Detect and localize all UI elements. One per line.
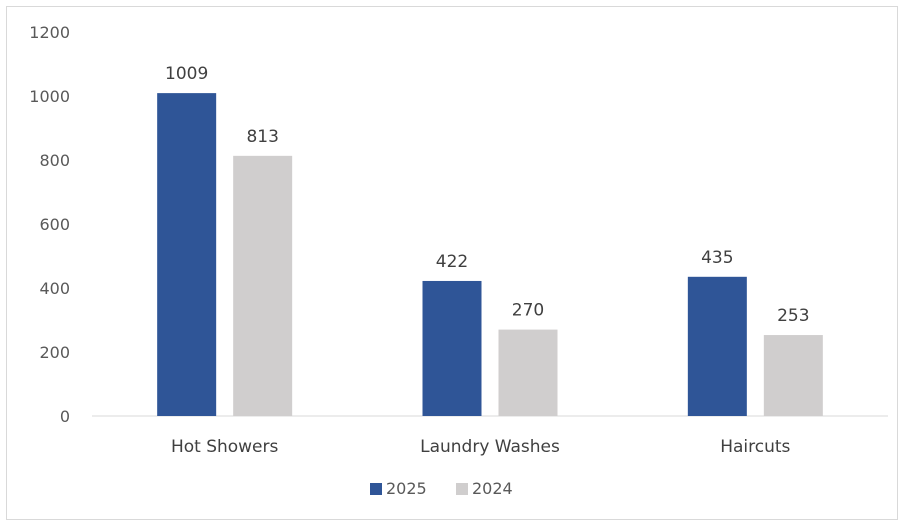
bar: [763, 335, 823, 416]
y-tick-label: 800: [39, 151, 70, 170]
bar: [233, 155, 293, 416]
data-label: 1009: [165, 64, 208, 84]
y-tick-label: 1000: [29, 87, 70, 106]
legend-swatch: [456, 483, 468, 495]
bar: [498, 329, 558, 416]
bar: [687, 276, 747, 416]
data-label: 435: [701, 248, 733, 268]
data-label: 813: [246, 127, 278, 147]
legend-swatch: [370, 483, 382, 495]
y-tick-label: 1200: [29, 23, 70, 42]
y-tick-label: 0: [60, 407, 70, 426]
legend-label: 2025: [386, 479, 427, 498]
data-label: 270: [512, 301, 544, 321]
category-label: Laundry Washes: [420, 437, 560, 457]
category-label: Hot Showers: [171, 437, 279, 457]
y-tick-label: 600: [39, 215, 70, 234]
category-label: Haircuts: [720, 437, 790, 457]
y-tick-label: 400: [39, 279, 70, 298]
bar: [422, 280, 482, 416]
y-tick-label: 200: [39, 343, 70, 362]
data-label: 253: [777, 306, 809, 326]
legend-label: 2024: [472, 479, 513, 498]
bar: [157, 93, 217, 417]
chart-frame: [6, 6, 898, 520]
data-label: 422: [436, 252, 468, 272]
